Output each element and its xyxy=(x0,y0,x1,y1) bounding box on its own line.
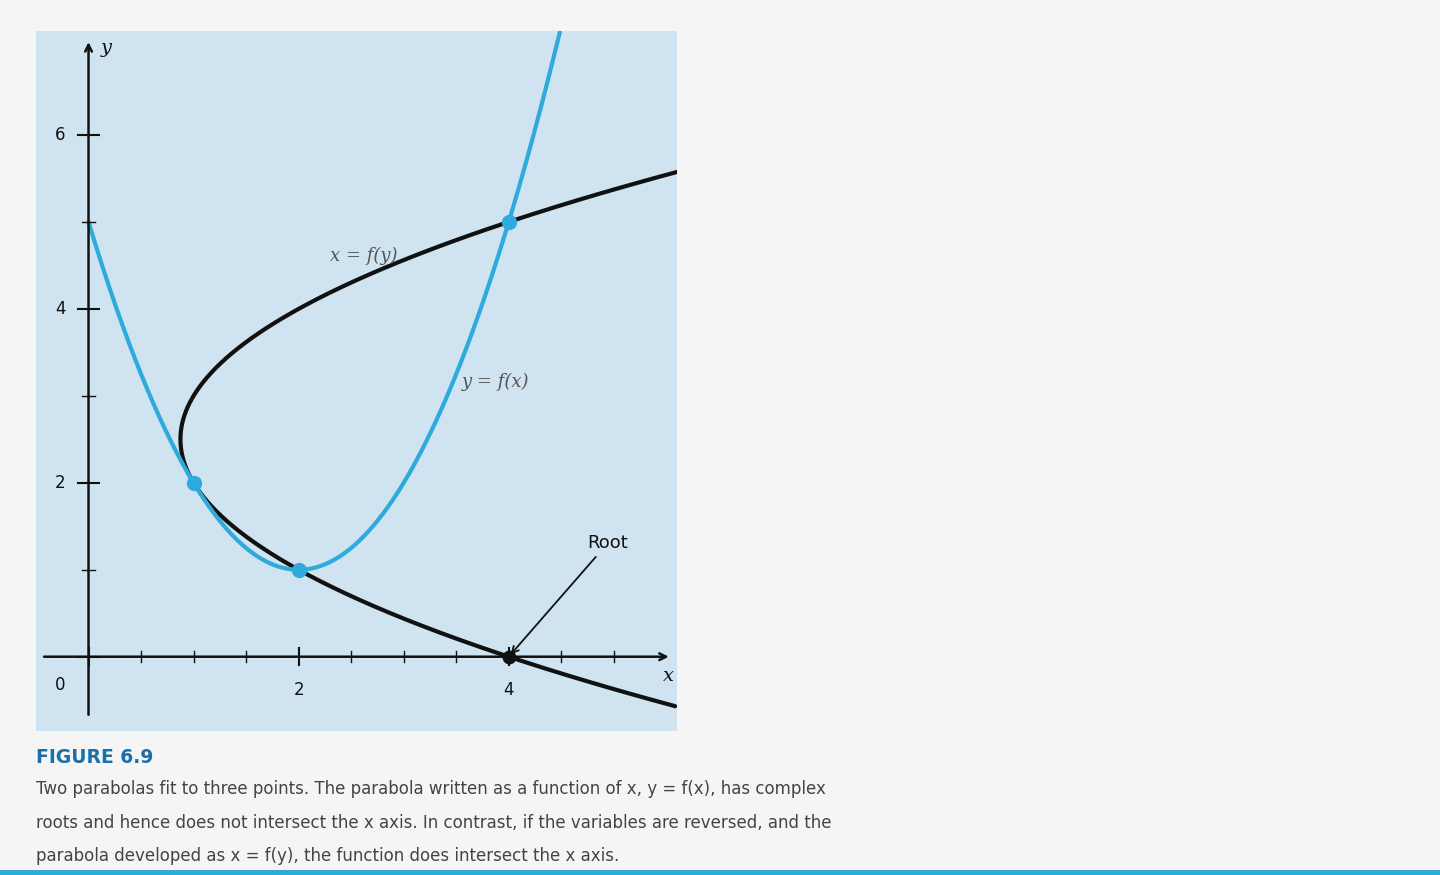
Text: 4: 4 xyxy=(504,681,514,699)
Text: x: x xyxy=(662,667,674,685)
Text: 4: 4 xyxy=(55,300,65,318)
Text: y = f(x): y = f(x) xyxy=(461,373,528,391)
Text: 2: 2 xyxy=(55,473,65,492)
Text: parabola developed as x = f(y), the function does intersect the x axis.: parabola developed as x = f(y), the func… xyxy=(36,847,619,865)
Text: FIGURE 6.9: FIGURE 6.9 xyxy=(36,748,154,767)
Text: Root: Root xyxy=(511,534,628,653)
Text: 0: 0 xyxy=(55,676,65,694)
Text: x = f(y): x = f(y) xyxy=(330,247,397,265)
Text: 6: 6 xyxy=(55,126,65,144)
Text: Two parabolas fit to three points. The parabola written as a function of x, y = : Two parabolas fit to three points. The p… xyxy=(36,780,827,799)
Text: roots and hence does not intersect the x axis. In contrast, if the variables are: roots and hence does not intersect the x… xyxy=(36,814,831,832)
Text: y: y xyxy=(101,39,112,58)
Text: 2: 2 xyxy=(294,681,304,699)
